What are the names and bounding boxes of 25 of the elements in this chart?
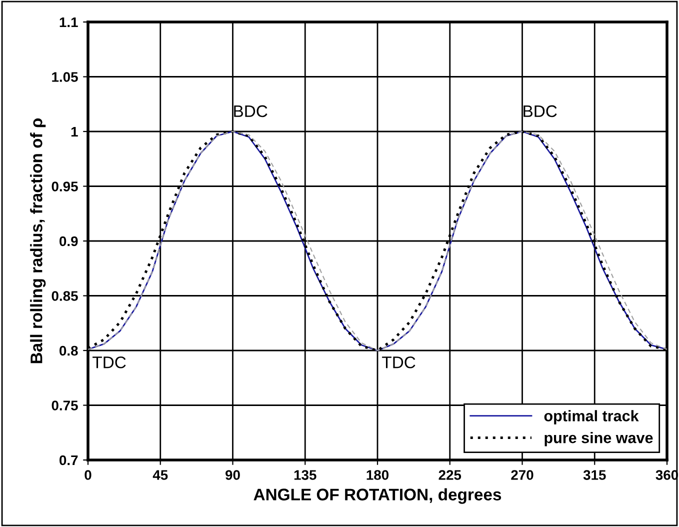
x-tick-label: 0: [84, 470, 92, 480]
annotation: BDC: [524, 105, 557, 118]
y-tick-label: 1.05: [52, 72, 78, 82]
y-tick-label: 0.9: [60, 236, 78, 246]
y-tick-label: 0.8: [60, 346, 78, 356]
legend-label: pure sine wave: [544, 432, 653, 446]
annotation: TDC: [92, 356, 126, 368]
x-tick-label: 135: [294, 470, 316, 480]
y-axis-title: Ball rolling radius, fraction of ρ: [30, 118, 46, 364]
y-tick-label: 1: [71, 126, 78, 137]
x-tick-label: 180: [366, 470, 389, 480]
y-tick-label: 0.85: [52, 291, 78, 301]
x-axis-title: ANGLE OF ROTATION, degrees: [254, 488, 502, 504]
x-tick-label: 270: [511, 470, 534, 480]
annotation: TDC: [382, 356, 416, 368]
y-tick-label: 1.1: [60, 17, 78, 28]
y-tick-label: 0.95: [52, 182, 78, 192]
annotation: BDC: [234, 105, 268, 118]
y-tick-label: 0.75: [52, 400, 78, 410]
legend-label: optimal track: [544, 410, 639, 424]
x-tick-label: 315: [583, 470, 606, 480]
x-tick-label: 90: [226, 470, 240, 480]
x-tick-label: 225: [438, 470, 462, 480]
x-tick-label: 45: [152, 470, 168, 480]
y-tick-label: 0.7: [60, 455, 78, 466]
